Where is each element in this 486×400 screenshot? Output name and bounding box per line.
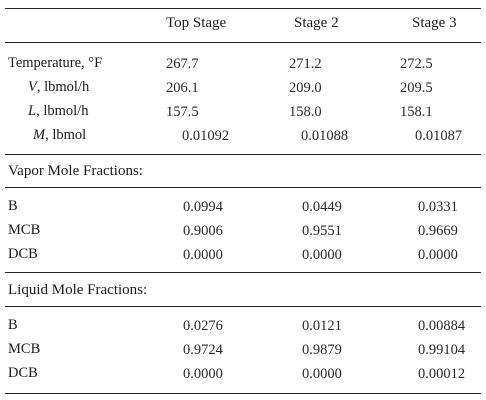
value-cell: 0.0000: [183, 247, 223, 263]
liquid-title-rule: [5, 306, 481, 307]
value-cell: 0.0276: [183, 318, 223, 334]
component-label: MCB: [8, 222, 41, 238]
value-cell: 0.9006: [183, 223, 223, 239]
value-cell: 209.5: [400, 80, 433, 96]
column-header-top-stage: Top Stage: [166, 15, 227, 31]
bottom-rule: [5, 393, 481, 394]
component-label: B: [8, 198, 18, 214]
value-cell: 0.99104: [418, 342, 466, 358]
value-cell: 0.0449: [302, 199, 342, 215]
value-cell: 0.00012: [418, 366, 466, 382]
parameter-label: M, lbmol: [33, 127, 87, 143]
column-header-stage-2: Stage 2: [294, 15, 339, 31]
value-cell: 267.7: [166, 56, 199, 72]
value-cell: 0.0331: [418, 199, 458, 215]
value-cell: 0.01092: [182, 128, 230, 144]
value-cell: 0.01088: [301, 128, 349, 144]
value-cell: 0.9879: [302, 342, 342, 358]
parameter-label: Temperature, °F: [8, 55, 103, 71]
value-cell: 0.9724: [183, 342, 223, 358]
value-cell: 0.9551: [302, 223, 342, 239]
vapor-title-rule: [5, 187, 481, 188]
value-cell: 209.0: [289, 80, 322, 96]
value-cell: 0.00884: [418, 318, 466, 334]
vapor-bottom-rule: [5, 272, 481, 273]
top-rule: [5, 8, 481, 9]
header-rule: [5, 42, 481, 43]
component-label: DCB: [8, 246, 38, 262]
component-label: MCB: [8, 341, 41, 357]
component-label: B: [8, 317, 18, 333]
component-label: DCB: [8, 365, 38, 381]
value-cell: 158.1: [400, 104, 433, 120]
parameter-label: L, lbmol/h: [28, 103, 89, 119]
value-cell: 0.0000: [302, 366, 342, 382]
column-header-stage-3: Stage 3: [412, 15, 457, 31]
value-cell: 0.0000: [183, 366, 223, 382]
value-cell: 158.0: [289, 104, 322, 120]
liquid-section-title: Liquid Mole Fractions:: [8, 282, 148, 298]
value-cell: 0.01087: [415, 128, 463, 144]
value-cell: 271.2: [289, 56, 322, 72]
vapor-section-title: Vapor Mole Fractions:: [8, 163, 143, 179]
value-cell: 272.5: [400, 56, 433, 72]
value-cell: 0.0000: [302, 247, 342, 263]
value-cell: 0.9669: [418, 223, 458, 239]
value-cell: 206.1: [166, 80, 199, 96]
value-cell: 0.0121: [302, 318, 342, 334]
parameter-label: V, lbmol/h: [28, 79, 90, 95]
params-bottom-rule: [5, 154, 481, 155]
value-cell: 157.5: [166, 104, 199, 120]
value-cell: 0.0000: [418, 247, 458, 263]
value-cell: 0.0994: [183, 199, 223, 215]
